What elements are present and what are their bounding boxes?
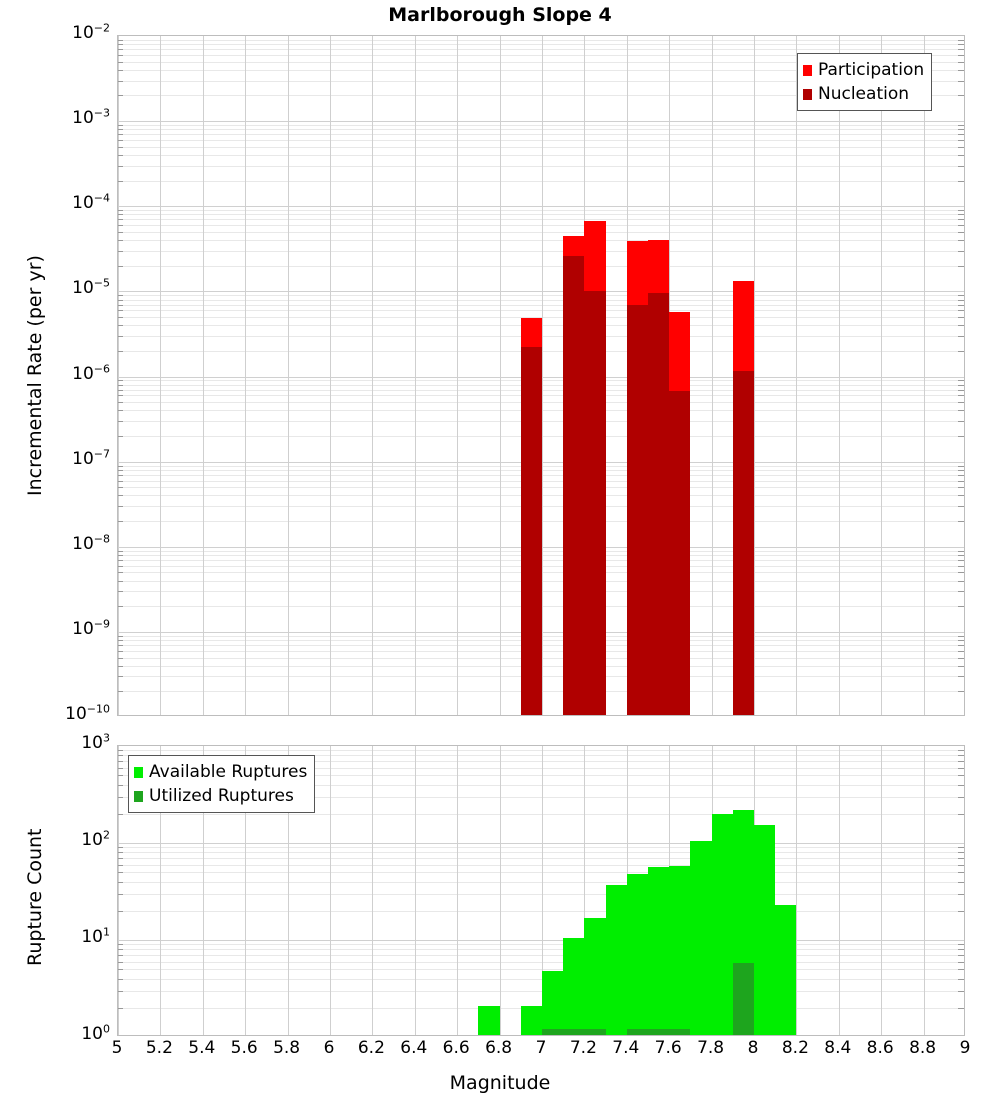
table-row	[648, 1029, 670, 1035]
table-row	[669, 391, 691, 715]
table-row	[478, 1005, 500, 1035]
x-axis-title: Magnitude	[449, 1072, 551, 1094]
y-tick-label: 10−5	[72, 276, 110, 299]
bottom-tick-marks	[118, 746, 964, 1035]
table-row	[605, 885, 627, 1035]
y-tick-label: 103	[81, 731, 110, 753]
x-tick-label: 5.2	[145, 1038, 173, 1058]
y-tick-label: 10−8	[72, 532, 110, 554]
legend-label: Participation	[818, 59, 925, 80]
legend-item: Nucleation	[803, 82, 924, 106]
table-row	[542, 970, 564, 1035]
x-tick-label: 8.2	[781, 1038, 809, 1058]
table-row	[669, 1029, 691, 1035]
table-row	[648, 867, 670, 1035]
bottom-plot-grid	[118, 746, 964, 1035]
legend-item: Participation	[803, 58, 924, 82]
table-row	[648, 292, 670, 715]
legend-item: Available Ruptures	[134, 760, 307, 784]
y-tick-label: 10−6	[72, 361, 110, 384]
x-tick-label: 8.8	[909, 1038, 937, 1058]
table-row	[626, 1029, 648, 1035]
x-tick-label: 6.6	[442, 1038, 470, 1058]
table-row	[775, 904, 797, 1035]
table-row	[563, 255, 585, 715]
legend-swatch-icon	[134, 766, 143, 778]
top-legend: Participation Nucleation	[797, 53, 933, 111]
table-row	[520, 1005, 542, 1035]
x-tick-label: 7.4	[612, 1038, 640, 1058]
table-row	[563, 938, 585, 1035]
x-tick-label: 7.6	[654, 1038, 682, 1058]
table-row	[520, 347, 542, 715]
table-row	[669, 866, 691, 1035]
y-tick-label: 101	[81, 925, 110, 947]
y-tick-label: 100	[81, 1022, 110, 1044]
table-row	[584, 291, 606, 715]
bottom-axis-title: Rupture Count	[24, 828, 46, 966]
top-tick-marks	[118, 36, 964, 715]
x-tick-label: 6.4	[400, 1038, 428, 1058]
table-row	[626, 873, 648, 1035]
bottom-legend: Available Ruptures Utilized Ruptures	[128, 755, 316, 813]
table-row	[626, 304, 648, 715]
top-axis-title: Incremental Rate (per yr)	[24, 254, 46, 496]
y-tick-label: 102	[81, 828, 110, 850]
table-row	[563, 1029, 585, 1035]
table-row	[732, 371, 754, 715]
x-tick-label: 6.2	[357, 1038, 385, 1058]
x-tick-label: 5.8	[273, 1038, 301, 1058]
table-row	[584, 1029, 606, 1035]
x-tick-label: 8	[747, 1038, 759, 1058]
x-tick-label: 7	[535, 1038, 547, 1058]
table-row	[584, 918, 606, 1035]
page-title: Marlborough Slope 4	[388, 4, 612, 26]
x-tick-label: 5.4	[188, 1038, 216, 1058]
top-bars-layer	[118, 36, 964, 715]
legend-swatch-icon	[803, 64, 812, 76]
table-row	[542, 1029, 564, 1035]
incremental-rate-panel	[117, 35, 965, 716]
table-row	[690, 841, 712, 1035]
x-tick-label: 6.8	[485, 1038, 513, 1058]
legend-label: Nucleation	[818, 83, 910, 104]
y-tick-label: 10−7	[72, 446, 110, 469]
legend-label: Utilized Ruptures	[149, 785, 294, 806]
y-tick-label: 10−10	[65, 702, 110, 724]
legend-swatch-icon	[134, 790, 143, 802]
table-row	[711, 814, 733, 1035]
table-row	[754, 825, 776, 1035]
legend-item: Utilized Ruptures	[134, 784, 307, 808]
x-tick-label: 8.6	[866, 1038, 894, 1058]
x-tick-label: 8.4	[824, 1038, 852, 1058]
y-tick-label: 10−9	[72, 617, 110, 639]
x-tick-label: 5	[111, 1038, 123, 1058]
y-tick-label: 10−4	[72, 191, 110, 214]
x-tick-label: 9	[959, 1038, 971, 1058]
x-tick-label: 7.8	[697, 1038, 725, 1058]
x-tick-label: 6	[323, 1038, 335, 1058]
x-tick-label: 5.6	[230, 1038, 258, 1058]
bottom-bars-layer	[118, 746, 964, 1035]
table-row	[732, 963, 754, 1035]
y-tick-label: 10−2	[72, 21, 110, 43]
legend-swatch-icon	[803, 88, 812, 100]
x-tick-label: 7.2	[569, 1038, 597, 1058]
legend-label: Available Ruptures	[149, 761, 308, 782]
y-tick-label: 10−3	[72, 106, 110, 129]
